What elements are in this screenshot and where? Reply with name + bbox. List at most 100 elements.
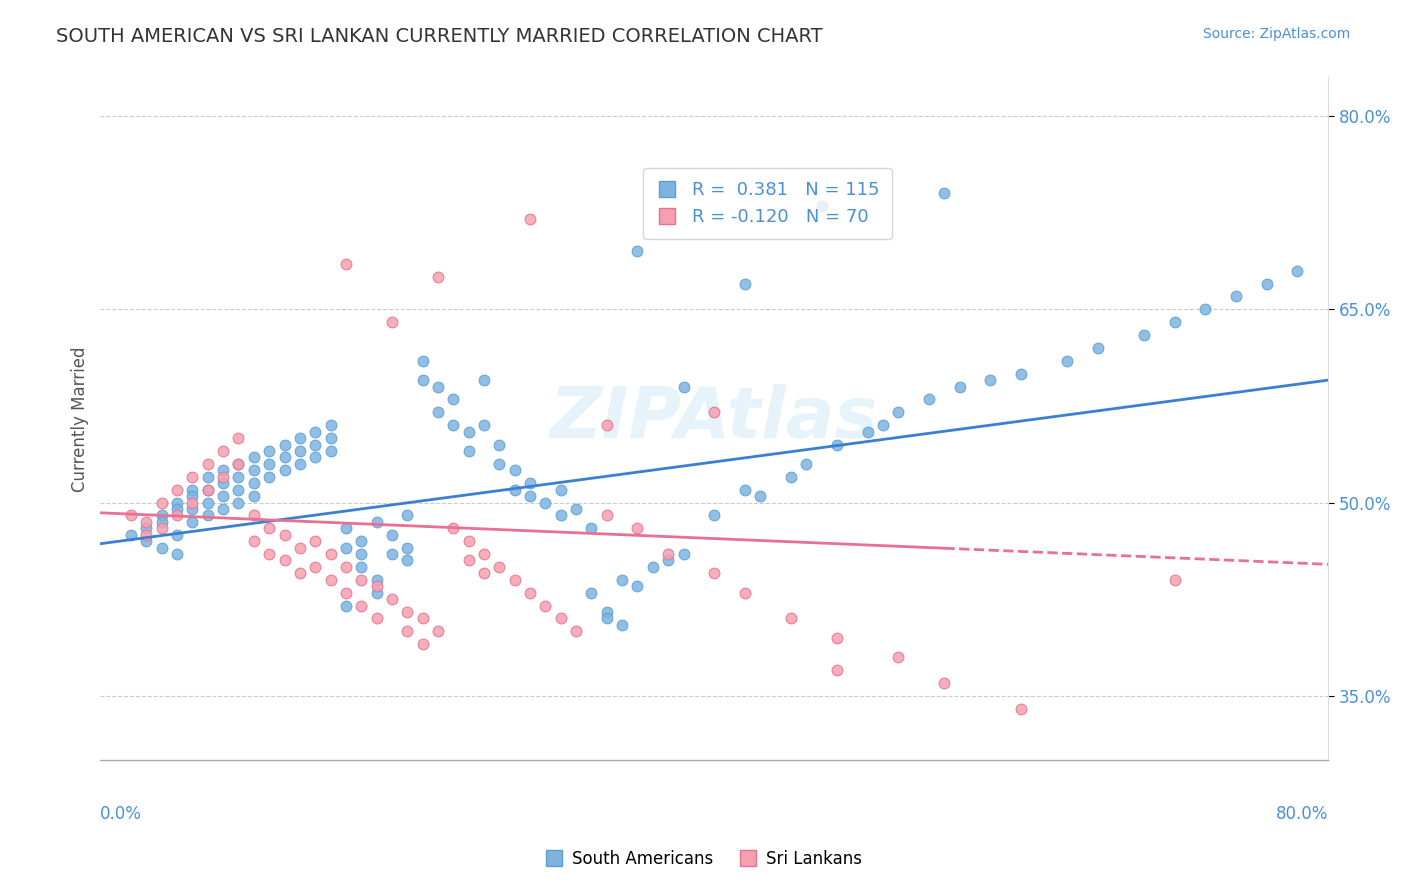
Text: 80.0%: 80.0% xyxy=(1275,805,1329,823)
Point xyxy=(135,515,157,529)
Point xyxy=(150,521,173,535)
Point xyxy=(319,418,342,433)
Point xyxy=(581,521,603,535)
Point xyxy=(1225,289,1247,303)
Y-axis label: Currently Married: Currently Married xyxy=(72,346,89,491)
Point xyxy=(780,611,803,625)
Point xyxy=(412,354,434,368)
Point xyxy=(596,611,619,625)
Point xyxy=(427,405,450,419)
Point xyxy=(1194,302,1216,317)
Legend: South Americans, Sri Lankans: South Americans, Sri Lankans xyxy=(537,844,869,875)
Point xyxy=(150,495,173,509)
Point xyxy=(749,489,772,503)
Point xyxy=(243,534,266,549)
Point xyxy=(396,508,419,523)
Point xyxy=(366,515,388,529)
Point xyxy=(150,515,173,529)
Point xyxy=(350,534,373,549)
Text: 0.0%: 0.0% xyxy=(100,805,142,823)
Point xyxy=(257,444,280,458)
Point xyxy=(319,431,342,445)
Point xyxy=(519,585,541,599)
Point xyxy=(350,560,373,574)
Point xyxy=(181,515,204,529)
Point xyxy=(610,573,633,587)
Point xyxy=(319,573,342,587)
Point xyxy=(273,450,295,465)
Point xyxy=(550,508,572,523)
Point xyxy=(243,508,266,523)
Point xyxy=(872,418,894,433)
Point xyxy=(488,437,510,451)
Point xyxy=(503,483,526,497)
Point xyxy=(181,495,204,509)
Point xyxy=(212,489,235,503)
Point xyxy=(441,392,464,407)
Point xyxy=(335,560,357,574)
Point xyxy=(657,553,679,567)
Point xyxy=(1010,367,1032,381)
Point xyxy=(626,244,648,259)
Point xyxy=(703,405,725,419)
Point xyxy=(243,450,266,465)
Point xyxy=(825,663,848,677)
Point xyxy=(581,585,603,599)
Point xyxy=(135,534,157,549)
Point xyxy=(335,585,357,599)
Point xyxy=(519,212,541,227)
Point xyxy=(212,502,235,516)
Point xyxy=(780,469,803,483)
Point xyxy=(243,489,266,503)
Point xyxy=(887,650,910,665)
Point xyxy=(243,476,266,491)
Point xyxy=(519,489,541,503)
Point xyxy=(350,599,373,613)
Point xyxy=(181,489,204,503)
Point xyxy=(197,469,219,483)
Point xyxy=(1056,759,1078,773)
Point xyxy=(934,676,956,690)
Point xyxy=(825,437,848,451)
Point xyxy=(1056,354,1078,368)
Point xyxy=(335,541,357,555)
Point xyxy=(488,457,510,471)
Point xyxy=(534,495,557,509)
Point xyxy=(979,373,1001,387)
Point xyxy=(166,508,188,523)
Point xyxy=(457,553,479,567)
Point xyxy=(1256,277,1278,291)
Point xyxy=(503,463,526,477)
Point xyxy=(657,547,679,561)
Point xyxy=(304,560,326,574)
Point xyxy=(472,566,495,581)
Point xyxy=(488,560,510,574)
Point xyxy=(135,527,157,541)
Point xyxy=(166,547,188,561)
Point xyxy=(257,457,280,471)
Point xyxy=(288,541,311,555)
Point xyxy=(396,541,419,555)
Point xyxy=(288,431,311,445)
Point xyxy=(550,611,572,625)
Legend: R =  0.381   N = 115, R = -0.120   N = 70: R = 0.381 N = 115, R = -0.120 N = 70 xyxy=(644,169,893,239)
Point xyxy=(150,508,173,523)
Point xyxy=(626,521,648,535)
Point xyxy=(610,618,633,632)
Point xyxy=(472,373,495,387)
Point xyxy=(441,521,464,535)
Point xyxy=(243,463,266,477)
Point xyxy=(472,547,495,561)
Point xyxy=(335,257,357,271)
Point xyxy=(212,469,235,483)
Point xyxy=(288,444,311,458)
Point xyxy=(197,508,219,523)
Point xyxy=(366,585,388,599)
Point xyxy=(257,521,280,535)
Point xyxy=(381,547,404,561)
Point xyxy=(166,483,188,497)
Point xyxy=(257,469,280,483)
Point xyxy=(228,495,250,509)
Point xyxy=(1010,701,1032,715)
Point xyxy=(135,521,157,535)
